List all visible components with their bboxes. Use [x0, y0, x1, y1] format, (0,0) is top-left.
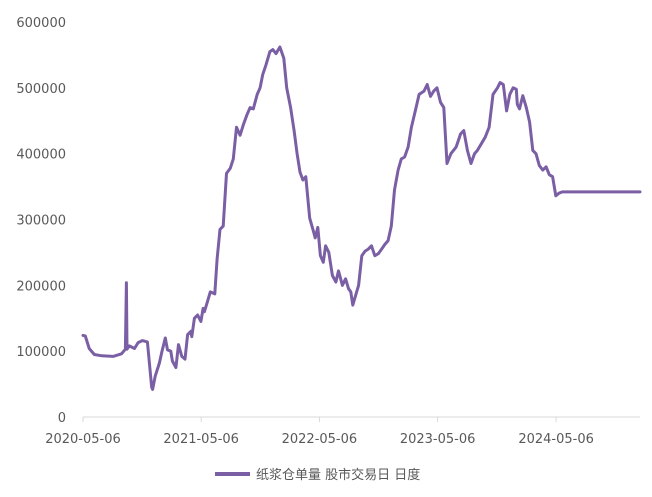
y-tick-label: 200000 [16, 279, 66, 294]
y-axis-labels: 0 100000 200000 300000 400000 500000 600000 [16, 16, 66, 426]
y-tick-label: 600000 [16, 16, 66, 31]
y-tick-label: 500000 [16, 82, 66, 97]
legend: 纸浆仓单量 股市交易日 日度 [215, 467, 420, 483]
x-axis: 2020-05-06 2021-05-06 2022-05-06 2023-05-06… [45, 416, 640, 447]
x-tick-label: 2021-05-06 [163, 432, 239, 447]
x-tick-label: 2022-05-06 [282, 432, 358, 447]
y-tick-label: 300000 [16, 214, 66, 229]
y-tick-label: 100000 [16, 345, 66, 360]
x-tick-label: 2023-05-06 [400, 432, 476, 447]
x-axis-ticks [82, 417, 557, 422]
series-group [81, 45, 642, 391]
x-tick-label: 2020-05-06 [45, 432, 121, 447]
x-axis-labels: 2020-05-06 2021-05-06 2022-05-06 2023-05-06… [45, 432, 594, 447]
series-line [81, 45, 642, 391]
y-tick-label: 0 [58, 411, 66, 426]
y-tick-label: 400000 [16, 148, 66, 163]
legend-label: 纸浆仓单量 股市交易日 日度 [256, 467, 420, 483]
x-tick-label: 2024-05-06 [518, 432, 594, 447]
